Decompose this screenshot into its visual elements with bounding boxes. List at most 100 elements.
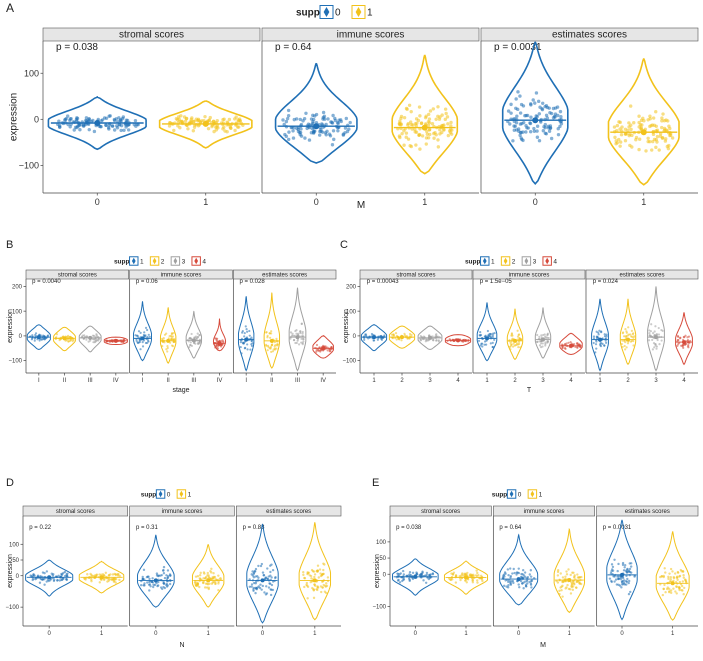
data-point: [203, 114, 207, 119]
data-point: [544, 335, 547, 338]
data-point: [649, 330, 653, 333]
data-point: [42, 337, 45, 341]
data-point: [428, 132, 432, 137]
data-point: [679, 568, 683, 572]
data-point: [313, 583, 316, 586]
data-point: [576, 342, 579, 345]
data-point: [428, 109, 433, 113]
data-point: [83, 577, 86, 580]
data-point: [116, 573, 119, 576]
p-value-label: p = 0.0031: [494, 42, 542, 53]
data-point: [137, 330, 141, 333]
data-point: [166, 569, 170, 572]
data-point: [486, 329, 489, 333]
violin-shape: [159, 307, 177, 364]
data-point: [561, 576, 565, 579]
data-point: [397, 134, 402, 138]
data-point: [97, 338, 100, 341]
data-point: [427, 117, 432, 121]
data-point: [595, 347, 598, 350]
facet-strip: [596, 505, 699, 517]
facet-immune-scores: immune scores p = 0.64 0 1: [492, 505, 595, 637]
data-point: [399, 572, 402, 575]
data-point: [126, 128, 131, 132]
data-point: [529, 569, 533, 572]
data-point: [147, 333, 150, 336]
data-point: [410, 333, 413, 337]
data-point: [446, 133, 451, 138]
data-point: [623, 132, 628, 136]
data-point: [321, 586, 324, 589]
data-point: [449, 132, 454, 136]
data-point: [561, 595, 564, 598]
data-point: [348, 120, 352, 125]
data-point: [206, 571, 209, 575]
facet-estimates-scores: estimates scores p = 0.0031 0 1: [596, 505, 699, 637]
mean-marker: [464, 575, 468, 580]
data-point: [531, 98, 535, 102]
data-point: [621, 339, 624, 342]
data-point: [614, 578, 618, 581]
data-point: [424, 340, 427, 343]
data-point: [324, 584, 327, 587]
data-point: [434, 334, 437, 337]
data-point: [246, 330, 249, 333]
data-point: [559, 122, 564, 126]
data-point: [109, 573, 112, 576]
data-point: [567, 568, 570, 571]
data-point: [316, 564, 320, 567]
data-point: [678, 574, 682, 578]
data-point: [297, 343, 301, 346]
data-point: [600, 330, 603, 333]
data-point: [46, 334, 50, 337]
data-point: [665, 144, 670, 149]
data-point: [678, 586, 681, 590]
legend-key-glyph: [152, 257, 157, 265]
data-point: [58, 339, 61, 342]
data-point: [521, 573, 524, 576]
data-point: [146, 335, 149, 339]
data-point: [141, 575, 144, 579]
data-point: [217, 574, 220, 577]
data-point: [252, 572, 256, 575]
data-point: [663, 567, 666, 570]
facet-strip: [261, 27, 480, 42]
data-point: [262, 574, 265, 577]
data-point: [682, 593, 685, 596]
data-point: [613, 580, 616, 583]
data-point: [623, 563, 627, 567]
data-point: [141, 345, 145, 348]
violin-group-3: [534, 307, 552, 359]
data-point: [112, 117, 117, 122]
data-point: [138, 341, 141, 344]
y-tick-label: 100: [9, 542, 20, 548]
facet-strip: [585, 269, 699, 280]
data-point: [215, 118, 219, 123]
data-point: [414, 117, 419, 121]
data-point: [99, 119, 104, 123]
data-point: [127, 122, 131, 127]
facet-strip-label: estimates scores: [625, 509, 670, 515]
data-point: [209, 570, 212, 573]
data-point: [617, 562, 620, 566]
violin-shape: [506, 308, 524, 361]
facet-strip: [129, 505, 235, 517]
data-point: [157, 574, 160, 578]
data-point: [222, 340, 225, 343]
data-point: [516, 127, 521, 131]
legend-key-glyph: [173, 257, 178, 265]
data-point: [631, 333, 634, 336]
data-point: [511, 139, 515, 143]
data-point: [261, 571, 265, 574]
data-point: [320, 130, 325, 134]
data-point: [543, 333, 546, 336]
data-point: [623, 583, 627, 586]
data-point: [392, 333, 395, 336]
facet-strip-label: immune scores: [509, 272, 550, 278]
legend-title: supp: [114, 258, 130, 265]
mean-marker: [166, 338, 171, 343]
mean-marker: [94, 119, 101, 126]
data-point: [303, 576, 306, 580]
